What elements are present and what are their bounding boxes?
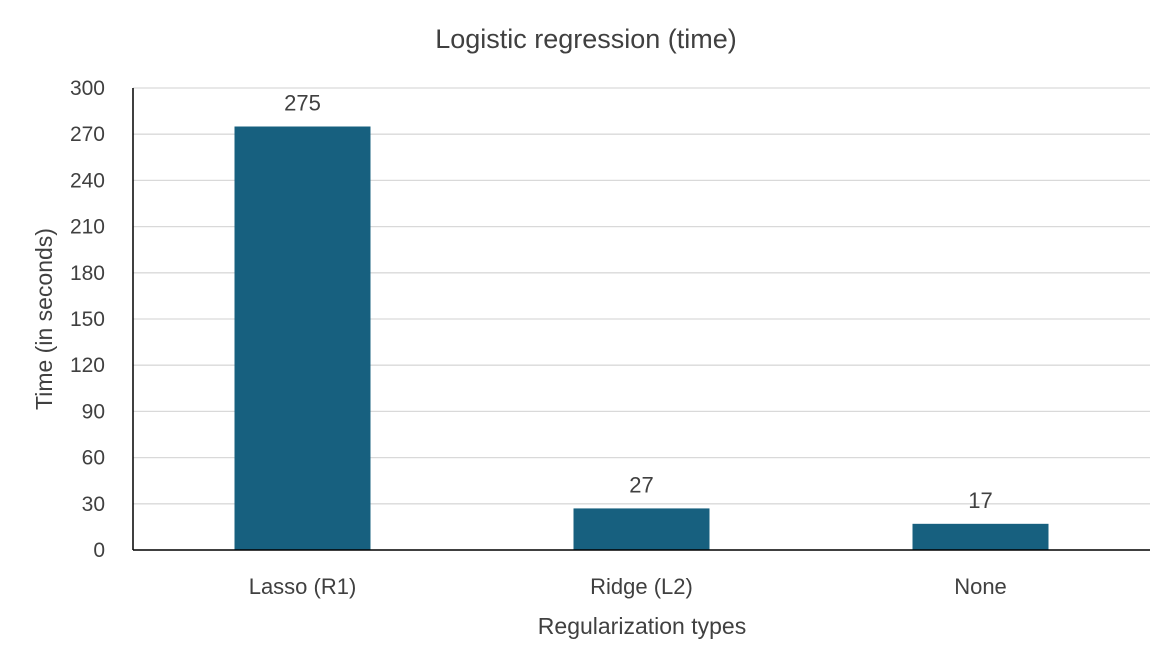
y-tick-label: 240 — [70, 169, 105, 192]
y-tick-label: 300 — [70, 77, 105, 100]
bar — [234, 126, 371, 550]
x-axis-title: Regularization types — [538, 613, 746, 639]
y-axis-title: Time (in seconds) — [31, 228, 57, 410]
data-label: 17 — [968, 488, 992, 513]
bar — [912, 523, 1049, 550]
data-labels: 275 27 17 — [284, 91, 993, 513]
y-tick-label: 60 — [82, 447, 105, 470]
x-tick-label: Ridge (L2) — [590, 574, 693, 599]
y-tick-label: 90 — [82, 400, 105, 423]
y-tick-label: 0 — [93, 539, 105, 562]
y-tick-label: 180 — [70, 262, 105, 285]
bar — [573, 508, 710, 550]
y-tick-label: 210 — [70, 216, 105, 239]
y-tick-label: 120 — [70, 354, 105, 377]
x-tick-label: Lasso (R1) — [249, 574, 357, 599]
bars — [234, 126, 1049, 550]
y-tick-label: 270 — [70, 123, 105, 146]
data-label: 27 — [629, 472, 653, 497]
chart-title: Logistic regression (time) — [435, 24, 737, 54]
y-tick-label: 150 — [70, 308, 105, 331]
y-tick-label: 30 — [82, 493, 105, 516]
axes: 0 30 60 90 120 150 180 210 240 270 300 Lasso (R1) Ri… — [70, 77, 1150, 599]
data-label: 275 — [284, 91, 321, 116]
x-tick-label: None — [954, 574, 1007, 599]
